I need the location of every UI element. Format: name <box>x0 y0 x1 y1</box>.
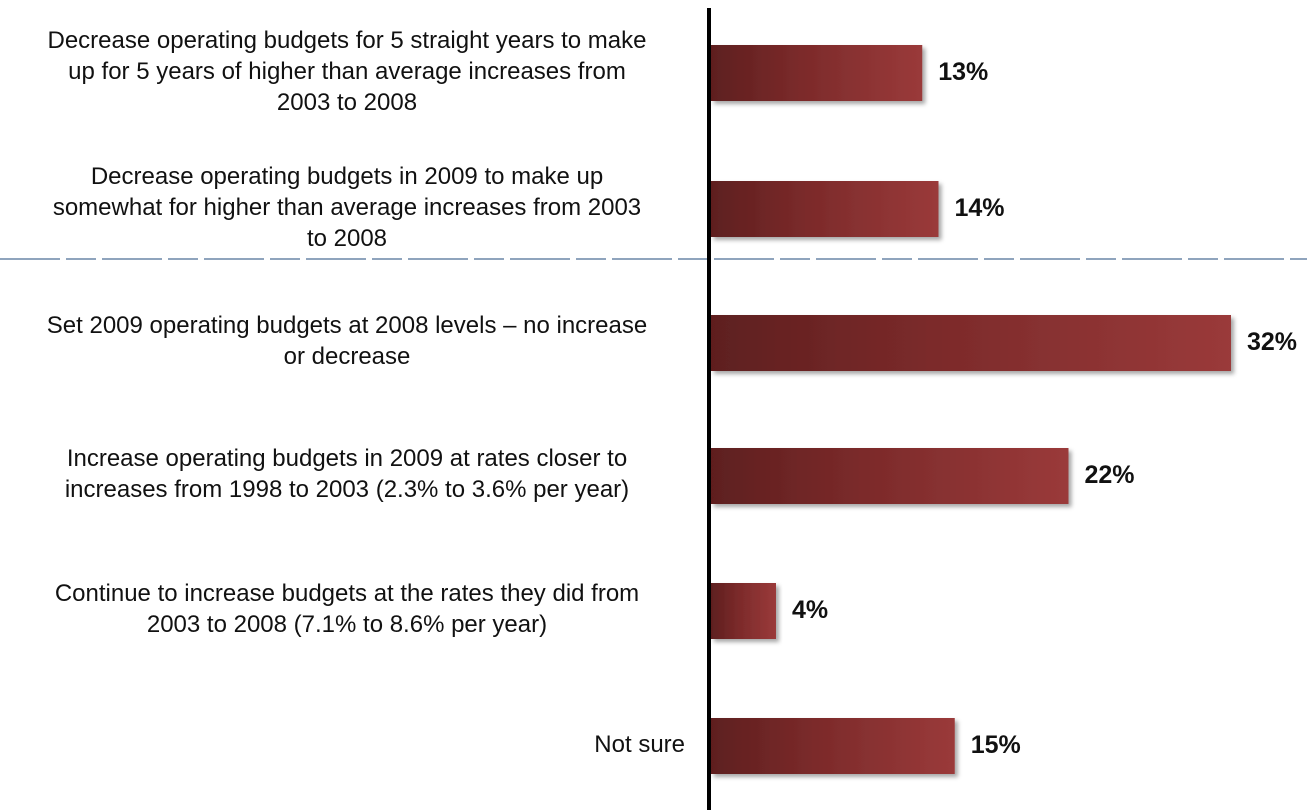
category-label-line: 2003 to 2008 (7.1% to 8.6% per year) <box>146 611 548 638</box>
category-label: Not sure <box>0 729 685 760</box>
bar <box>711 45 923 101</box>
category-label: Decrease operating budgets in 2009 to ma… <box>2 161 692 254</box>
category-label: Set 2009 operating budgets at 2008 level… <box>2 310 692 372</box>
bar <box>711 315 1231 371</box>
value-label: 14% <box>954 194 1005 222</box>
category-label: Continue to increase budgets at the rate… <box>2 578 692 640</box>
category-label-line: to 2008 <box>306 224 388 252</box>
bar <box>711 181 939 237</box>
category-label-line: Set 2009 operating budgets at 2008 level… <box>46 312 648 339</box>
category-label-line: Decrease operating budgets for 5 straigh… <box>47 26 647 54</box>
category-label-line: increases from 1998 to 2003 (2.3% to 3.6… <box>64 476 630 503</box>
bar <box>711 583 776 639</box>
bar <box>711 448 1069 504</box>
value-label: 15% <box>970 731 1021 759</box>
category-label-line: up for 5 years of higher than average in… <box>68 57 626 85</box>
value-label: 13% <box>938 58 989 86</box>
category-label-line: Increase operating budgets in 2009 at ra… <box>66 445 628 472</box>
category-label: Decrease operating budgets for 5 straigh… <box>2 25 692 118</box>
category-label-line: 2003 to 2008 <box>276 88 418 116</box>
category-label: Increase operating budgets in 2009 at ra… <box>2 443 692 505</box>
value-label: 4% <box>792 596 829 624</box>
value-label: 22% <box>1084 461 1135 489</box>
category-label-line: Not sure <box>594 730 685 758</box>
category-label-line: Continue to increase budgets at the rate… <box>54 580 640 607</box>
category-label-line: somewhat for higher than average increas… <box>52 193 642 221</box>
value-label: 32% <box>1247 328 1298 356</box>
category-label-line: Decrease operating budgets in 2009 to ma… <box>90 162 604 190</box>
bar <box>711 718 955 774</box>
category-label-line: or decrease <box>283 343 411 370</box>
